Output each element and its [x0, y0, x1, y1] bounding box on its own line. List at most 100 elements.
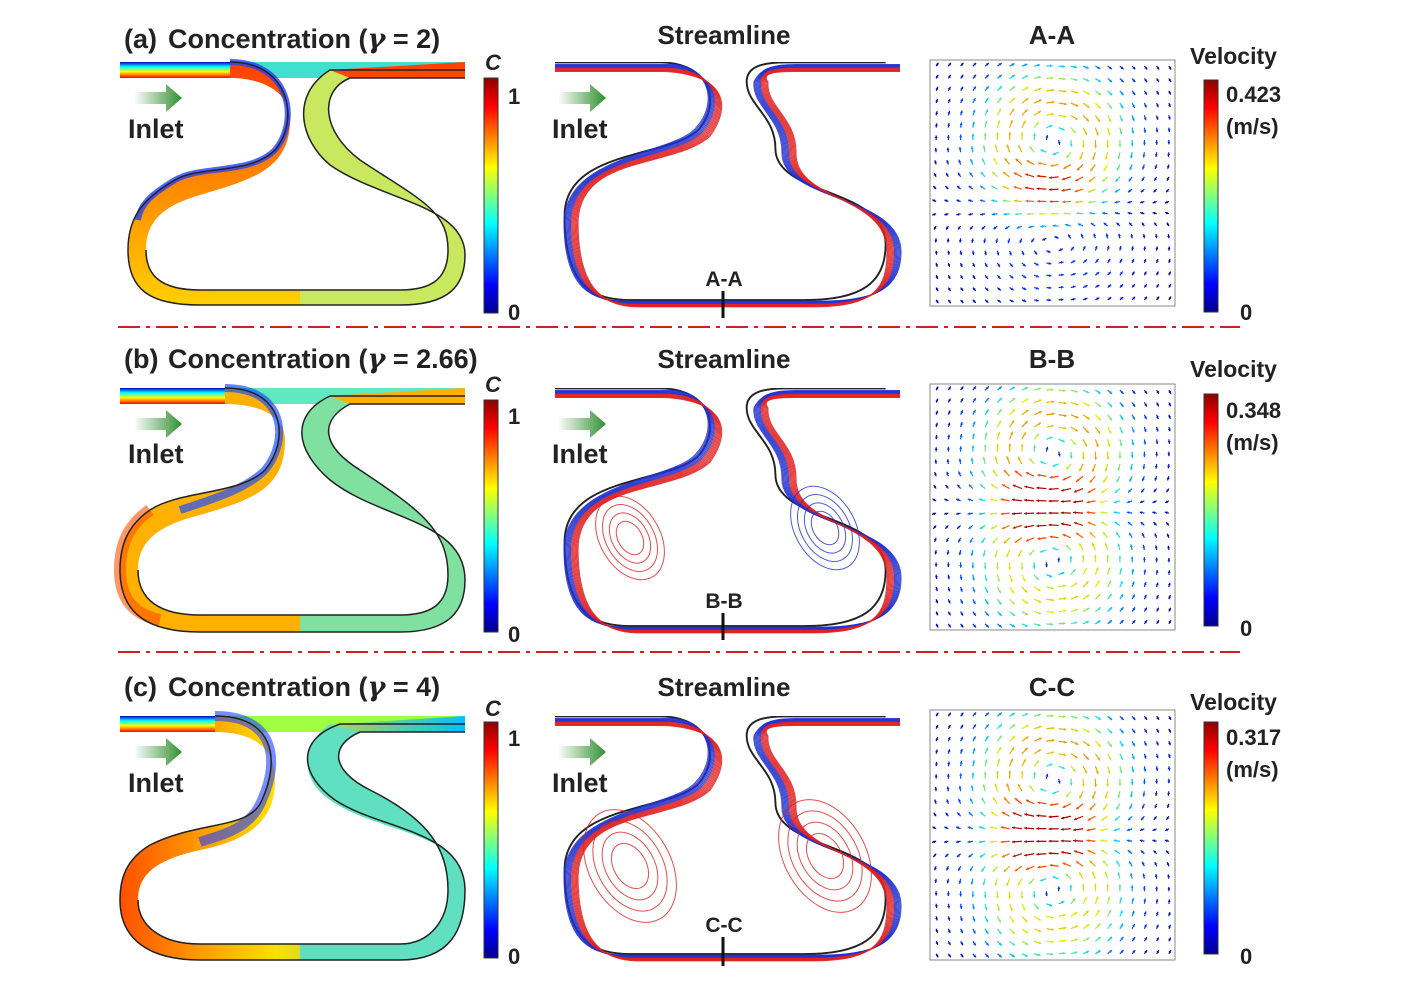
velocity-vector-head: [1118, 246, 1122, 249]
velocity-vector-head: [934, 251, 938, 255]
velocity-vector-head: [1139, 500, 1143, 504]
velocity-vector-head: [1130, 455, 1134, 458]
conc-scale-symbol: C: [485, 50, 502, 75]
velocity-vector-head: [1036, 827, 1040, 830]
velocity-vector-head: [1120, 620, 1124, 624]
velocity-vector-head: [1139, 828, 1143, 831]
velocity-vector-head: [1107, 896, 1111, 900]
velocity-vector-head: [1038, 162, 1042, 165]
velocity-vector-head: [1052, 791, 1056, 795]
velocity-vector-head: [1071, 246, 1074, 250]
velocity-vector-head: [1021, 252, 1025, 256]
velocity-vector-head: [1063, 212, 1067, 215]
velocity-vector-head: [1167, 557, 1171, 561]
velocity-vector-head: [1144, 742, 1147, 746]
velocity-vector-head: [1095, 258, 1099, 262]
velocity-vector-head: [1045, 135, 1049, 138]
velocity-vector-head: [1062, 534, 1066, 537]
velocity-vector-head: [1075, 608, 1078, 612]
velocity-vector-head: [967, 826, 971, 830]
velocity-vector-head: [1074, 78, 1078, 82]
velocity-vector-head: [1024, 826, 1027, 830]
velocity-vector-head: [1107, 271, 1111, 275]
velocity-vector-head: [1117, 795, 1121, 799]
velocity-vector-head: [1025, 387, 1029, 390]
velocity-vector-head: [989, 512, 993, 516]
velocity-vector-head: [1012, 86, 1016, 90]
velocity-vector-head: [1095, 896, 1099, 900]
velocity-vector-head: [1144, 296, 1148, 300]
velocity-vector-head: [1086, 594, 1090, 598]
velocity-vector-head: [1063, 426, 1067, 430]
velocity-vector-head: [1073, 522, 1077, 525]
velocity-vector-head: [1025, 98, 1029, 102]
velocity-vector-head: [946, 446, 950, 450]
velocity-vector-head: [1165, 828, 1169, 831]
velocity-vector-head: [998, 601, 1002, 605]
velocity-vector-head: [1076, 167, 1080, 171]
inlet-arrow-icon: [134, 738, 182, 766]
velocity-vector-head: [1120, 66, 1124, 70]
velocity-vector-head: [1168, 729, 1171, 733]
velocity-vector-head: [981, 540, 985, 544]
velocity-vector-head: [1063, 166, 1067, 169]
velocity-vector-head: [1012, 398, 1016, 401]
velocity-colorbar: [1203, 721, 1219, 955]
velocity-vector-head: [947, 422, 951, 426]
velocity-vector-head: [1051, 400, 1055, 404]
velocity-vector-head: [1024, 589, 1028, 593]
velocity-vector-head: [947, 929, 951, 933]
velocity-vector-head: [1074, 189, 1078, 193]
velocity-vector-head: [1011, 954, 1015, 958]
velocity-vector-head: [1022, 907, 1026, 911]
velocity-vector-head: [935, 737, 939, 741]
velocity-vector-head: [1129, 532, 1132, 536]
velocity-vector-head: [1012, 97, 1015, 101]
velocity-vector-head: [1077, 223, 1081, 227]
velocity-vector-head: [960, 422, 963, 426]
row-tag: (a): [124, 24, 157, 54]
velocity-vector-head: [1143, 271, 1147, 275]
velocity-vector-head: [1013, 199, 1017, 203]
velocity-vector-head: [1139, 511, 1143, 515]
velocity-vector-head: [1140, 189, 1144, 193]
row-a: (a) Concentration (γ = 2) Inlet C 1 0 St…: [120, 20, 1281, 325]
velocity-vector-head: [980, 811, 984, 815]
velocity-vector-head: [1063, 926, 1067, 930]
velocity-vector-head: [972, 601, 976, 605]
velocity-vector-head: [980, 484, 984, 488]
velocity-vector-head: [1075, 200, 1079, 204]
velocity-vector-head: [1061, 766, 1065, 770]
velocity-vector-head: [1097, 404, 1101, 407]
velocity-vector-head: [1048, 839, 1052, 843]
velocity-vector-head: [1120, 297, 1124, 300]
velocity-vector-head: [1142, 154, 1146, 158]
velocity-vector-head: [1048, 188, 1052, 192]
velocity-vector-head: [970, 457, 974, 461]
velocity-vector-head: [991, 185, 995, 189]
velocity-vector-head: [1076, 861, 1080, 865]
velocity-vector-head: [957, 854, 960, 858]
velocity-vector-head: [980, 185, 984, 189]
velocity-vector-head: [1108, 909, 1112, 913]
velocity-vector-head: [1088, 178, 1092, 182]
velocity-vector-head: [946, 135, 950, 138]
velocity-vector-head: [1168, 284, 1171, 288]
velocity-vector-head: [1063, 115, 1067, 118]
velocity-vector-head: [972, 421, 976, 425]
velocity-vector-head: [1024, 853, 1028, 857]
velocity-vector-head: [1065, 544, 1069, 548]
velocity-vector-head: [1120, 950, 1124, 953]
velocity-vector-head: [1143, 130, 1147, 133]
velocity-vector-head: [933, 185, 937, 189]
velocity-vector-head: [1010, 275, 1014, 279]
velocity-vector-head: [1065, 223, 1069, 227]
velocity-vector-head: [1114, 189, 1118, 193]
velocity-vector-head: [1073, 500, 1077, 504]
velocity-vector-head: [1087, 850, 1091, 853]
velocity-vector-head: [1141, 178, 1145, 182]
velocity-vector-head: [932, 826, 936, 830]
velocity-vector-head: [1038, 87, 1042, 91]
velocity-vector-head: [1129, 478, 1132, 482]
velocity-vector-head: [1020, 132, 1024, 135]
